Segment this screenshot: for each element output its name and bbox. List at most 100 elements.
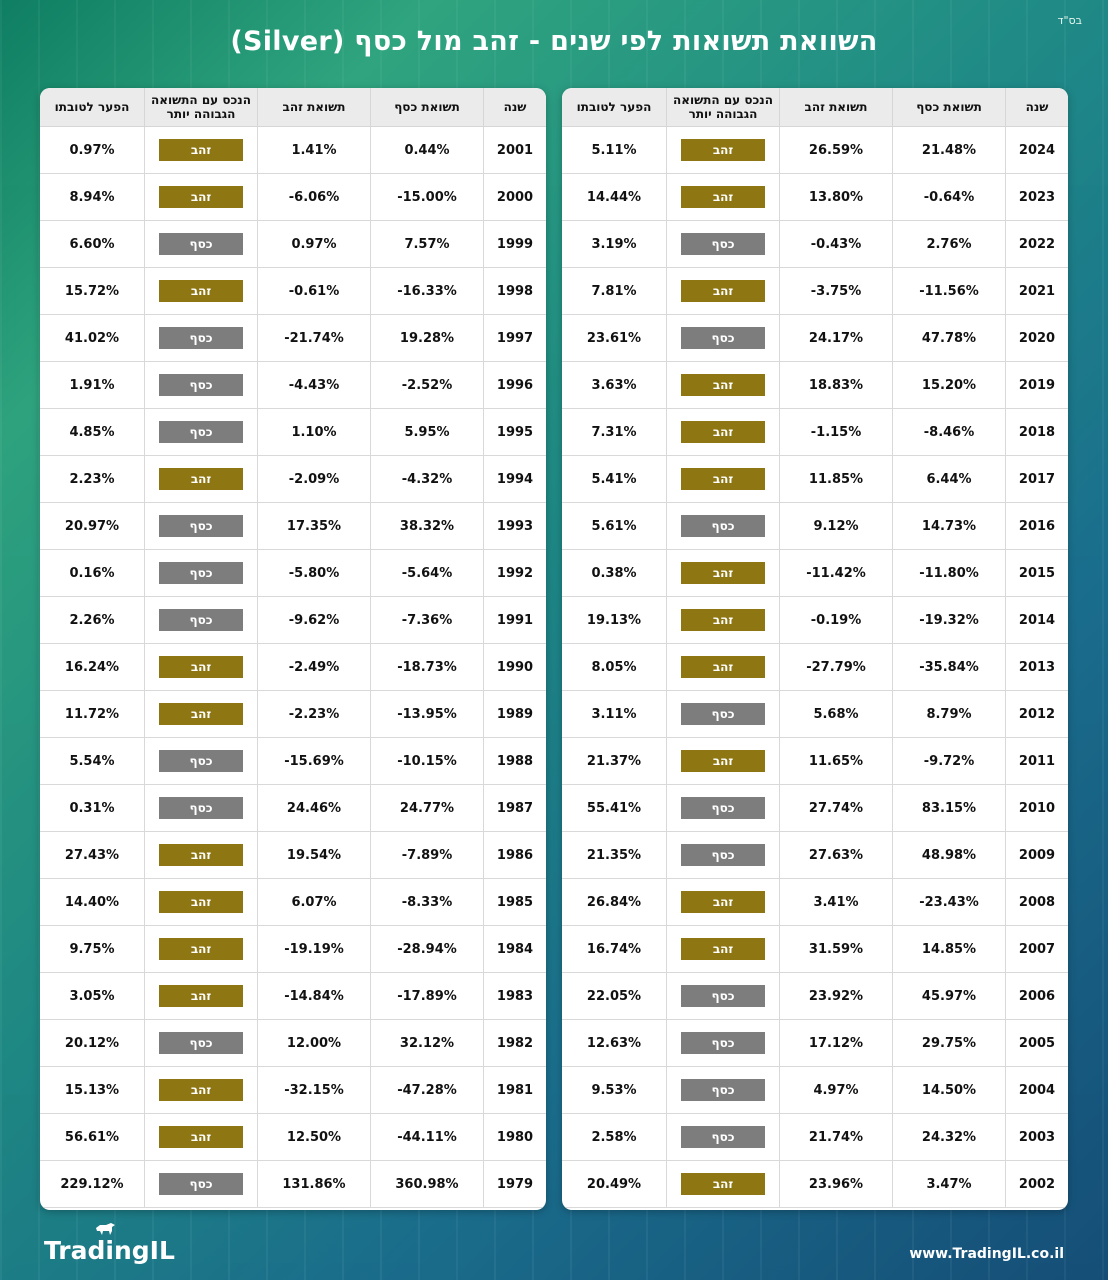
winner-cell: זהב — [666, 1161, 779, 1207]
header-winner: הנכס עם התשואה הגבוהה יותר — [666, 88, 779, 126]
gold-return-cell: -2.09% — [257, 456, 370, 502]
table-row: 2004 14.50% 4.97% כסף 9.53% — [562, 1067, 1068, 1114]
gold-return-cell: 12.50% — [257, 1114, 370, 1160]
winner-cell: כסף — [666, 1114, 779, 1160]
silver-return-cell: -18.73% — [370, 644, 483, 690]
winner-badge: זהב — [159, 844, 243, 866]
winner-cell: זהב — [144, 973, 257, 1019]
website-link[interactable]: www.TradingIL.co.il — [909, 1246, 1064, 1262]
year-cell: 2022 — [1005, 221, 1068, 267]
brand-logo: TradingIL — [44, 1223, 175, 1265]
table-row: 2019 15.20% 18.83% זהב 3.63% — [562, 362, 1068, 409]
gold-return-cell: 18.83% — [779, 362, 892, 408]
silver-return-cell: -8.46% — [892, 409, 1005, 455]
gap-cell: 2.23% — [69, 471, 115, 487]
gold-return-cell: -3.75% — [779, 268, 892, 314]
winner-cell: זהב — [666, 550, 779, 596]
table-row: 1982 32.12% 12.00% כסף 20.12% — [40, 1020, 546, 1067]
winner-badge: כסף — [159, 421, 243, 443]
table-row: 1995 5.95% 1.10% כסף 4.85% — [40, 409, 546, 456]
year-cell: 1989 — [483, 691, 546, 737]
table-row: 1997 19.28% -21.74% כסף 41.02% — [40, 315, 546, 362]
year-cell: 2018 — [1005, 409, 1068, 455]
gold-return-cell: 23.96% — [779, 1161, 892, 1207]
gold-return-cell: -2.49% — [257, 644, 370, 690]
gap-cell: 3.05% — [69, 988, 115, 1004]
winner-cell: כסף — [666, 221, 779, 267]
header-gold-return: תשואת זהב — [257, 88, 370, 126]
year-cell: 2019 — [1005, 362, 1068, 408]
table-row: 1992 -5.64% -5.80% כסף 0.16% — [40, 550, 546, 597]
silver-return-cell: -19.32% — [892, 597, 1005, 643]
gold-return-cell: -27.79% — [779, 644, 892, 690]
winner-badge: זהב — [159, 139, 243, 161]
silver-return-cell: 0.44% — [370, 127, 483, 173]
winner-cell: כסף — [144, 503, 257, 549]
year-cell: 1994 — [483, 456, 546, 502]
gold-return-cell: 11.85% — [779, 456, 892, 502]
silver-return-cell: 45.97% — [892, 973, 1005, 1019]
winner-badge: כסף — [159, 797, 243, 819]
gap-cell: 14.40% — [64, 894, 120, 910]
winner-badge: כסף — [159, 1032, 243, 1054]
table-recent-years: שנה תשואת כסף תשואת זהב הנכס עם התשואה ה… — [562, 88, 1068, 1210]
year-cell: 2009 — [1005, 832, 1068, 878]
winner-badge: זהב — [681, 1173, 765, 1195]
winner-badge: כסף — [681, 1032, 765, 1054]
winner-badge: זהב — [681, 139, 765, 161]
winner-cell: כסף — [144, 362, 257, 408]
table-row: 1994 -4.32% -2.09% זהב 2.23% — [40, 456, 546, 503]
gold-return-cell: -4.43% — [257, 362, 370, 408]
winner-cell: זהב — [144, 456, 257, 502]
gold-return-cell: 0.97% — [257, 221, 370, 267]
silver-return-cell: -4.32% — [370, 456, 483, 502]
table-row: 1998 -16.33% -0.61% זהב 15.72% — [40, 268, 546, 315]
table-body: 2024 21.48% 26.59% זהב 5.11% 2023 -0.64% 13.80%… — [562, 127, 1068, 1208]
gap-cell: 16.74% — [586, 941, 642, 957]
winner-badge: זהב — [681, 421, 765, 443]
winner-badge: זהב — [681, 186, 765, 208]
winner-cell: זהב — [144, 1067, 257, 1113]
winner-cell: זהב — [666, 879, 779, 925]
table-row: 1981 -47.28% -32.15% זהב 15.13% — [40, 1067, 546, 1114]
year-cell: 1979 — [483, 1161, 546, 1207]
gold-return-cell: 17.12% — [779, 1020, 892, 1066]
year-cell: 2000 — [483, 174, 546, 220]
page-title: השוואת תשואות לפי שנים - זהב מול כסף (Si… — [230, 26, 878, 57]
gap-cell: 4.85% — [69, 424, 115, 440]
table-row: 2008 -23.43% 3.41% זהב 26.84% — [562, 879, 1068, 926]
gold-return-cell: 4.97% — [779, 1067, 892, 1113]
winner-cell: כסף — [144, 550, 257, 596]
year-cell: 2020 — [1005, 315, 1068, 361]
year-cell: 2011 — [1005, 738, 1068, 784]
silver-return-cell: -44.11% — [370, 1114, 483, 1160]
silver-return-cell: 29.75% — [892, 1020, 1005, 1066]
winner-cell: כסף — [144, 738, 257, 784]
table-row: 2000 -15.00% -6.06% זהב 8.94% — [40, 174, 546, 221]
winner-badge: זהב — [681, 280, 765, 302]
year-cell: 1984 — [483, 926, 546, 972]
table-row: 2020 47.78% 24.17% כסף 23.61% — [562, 315, 1068, 362]
year-cell: 2015 — [1005, 550, 1068, 596]
winner-badge: כסף — [681, 797, 765, 819]
table-row: 1993 38.32% 17.35% כסף 20.97% — [40, 503, 546, 550]
table-row: 2018 -8.46% -1.15% זהב 7.31% — [562, 409, 1068, 456]
silver-return-cell: -28.94% — [370, 926, 483, 972]
table-row: 1984 -28.94% -19.19% זהב 9.75% — [40, 926, 546, 973]
gap-cell: 2.58% — [591, 1129, 637, 1145]
gold-return-cell: 31.59% — [779, 926, 892, 972]
silver-return-cell: -11.56% — [892, 268, 1005, 314]
winner-cell: כסף — [666, 1020, 779, 1066]
silver-return-cell: -10.15% — [370, 738, 483, 784]
year-cell: 1990 — [483, 644, 546, 690]
year-cell: 1995 — [483, 409, 546, 455]
silver-return-cell: -8.33% — [370, 879, 483, 925]
gold-return-cell: -5.80% — [257, 550, 370, 596]
gap-cell: 7.31% — [591, 424, 637, 440]
winner-cell: כסף — [666, 1067, 779, 1113]
gap-cell: 8.05% — [591, 659, 637, 675]
year-cell: 1980 — [483, 1114, 546, 1160]
winner-cell: זהב — [666, 926, 779, 972]
winner-badge: כסף — [681, 233, 765, 255]
table-row: 2012 8.79% 5.68% כסף 3.11% — [562, 691, 1068, 738]
